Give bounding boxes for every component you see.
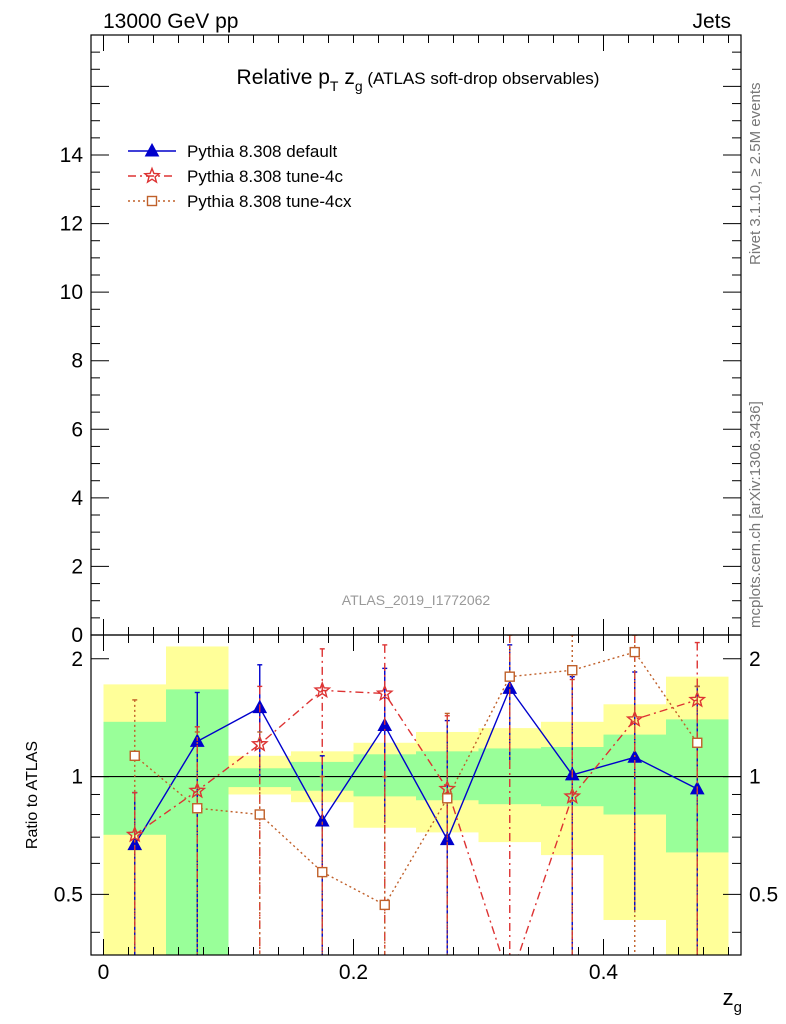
legend-entry: Pythia 8.308 tune-4cx [128,192,352,211]
header-left-label: 13000 GeV pp [103,10,238,33]
series-marker [144,142,160,157]
x-tick-label: 0.2 [339,961,368,984]
series-marker [567,664,578,676]
ratio-x-tick-labels: 0 0.2 0.4 [98,961,619,984]
main-panel-ticks [91,34,741,636]
ratio-series-group [129,635,703,955]
series-marker [563,786,582,805]
analysis-id-label: ATLAS_2019_I1772062 [342,592,491,608]
series-line [134,686,698,845]
main-y-tick-label: 4 [71,487,83,510]
series-marker [692,737,703,748]
main-y-tick-label: 2 [71,555,83,578]
main-y-tick-label: 0 [71,624,83,647]
ratio-y-axis-label: Ratio to ATLAS [24,741,41,849]
rivet-version-label: Rivet 3.1.10, ≥ 2.5M events [747,83,764,266]
ratio-y-tick-label: 1 [71,766,83,789]
series-marker [143,166,161,184]
ratio-y-tick-label: 2 [71,648,83,671]
main-y-tick-label: 6 [71,418,83,441]
ratio-series [125,635,707,988]
legend-entry: Pythia 8.308 default [128,142,338,161]
x-tick-label: 0.4 [589,961,619,984]
series-marker [254,809,265,820]
series-marker [625,709,644,728]
ratio-y-tick-labels: 0.5 0.5 1 1 2 2 [54,648,778,907]
mcplots-reference-label: mcplots.cern.ch [arXiv:1306.3436] [747,401,764,628]
main-panel-y-tick-labels: 0 2 4 6 8 10 12 14 [60,144,84,647]
main-y-tick-label: 8 [71,350,83,373]
x-tick-label: 0 [98,961,110,984]
ratio-y-tick-label-right: 2 [749,648,761,671]
ratio-y-tick-label: 0.5 [54,883,83,906]
series-marker [146,195,158,207]
main-y-tick-label: 12 [60,213,83,236]
series-marker [125,825,144,843]
series-marker [192,803,203,814]
ratio-y-tick-label-right: 1 [749,766,761,789]
main-y-tick-label: 10 [60,281,83,304]
main-panel: 0 2 4 6 8 10 12 14 Relative pT zg (ATLAS soft-d… [60,34,742,647]
main-panel-frame [90,34,742,636]
ratio-panel-ticks [91,635,741,955]
series-marker [375,684,394,702]
legend-label: Pythia 8.308 tune-4cx [187,192,352,211]
series-line [134,689,698,955]
ratio-y-tick-label-right: 0.5 [749,883,778,906]
main-y-tick-label: 14 [60,144,84,167]
ratio-panel: 0.5 0.5 1 1 2 2 0 0.2 0.4 Ratio to ATLAS zg [24,634,778,1016]
ratio-panel-frame [90,634,742,956]
series-marker [629,646,640,658]
series-marker [379,899,390,911]
series-marker [313,680,332,699]
legend-entry: Pythia 8.308 tune-4c [128,166,343,186]
plot-title: Relative pT zg (ATLAS soft-drop observab… [237,66,600,94]
series-line [134,651,698,906]
series-marker [317,866,328,878]
series-marker [504,671,515,682]
header-right-label: Jets [692,10,731,33]
series-marker [503,974,517,988]
series-marker [314,812,330,827]
legend-label: Pythia 8.308 default [187,142,338,161]
series-marker [129,750,140,761]
legend-label: Pythia 8.308 tune-4c [187,167,343,186]
x-axis-label: zg [723,985,742,1016]
legend: Pythia 8.308 default Pythia 8.308 tune-4c… [128,142,352,211]
series-marker [442,793,453,804]
